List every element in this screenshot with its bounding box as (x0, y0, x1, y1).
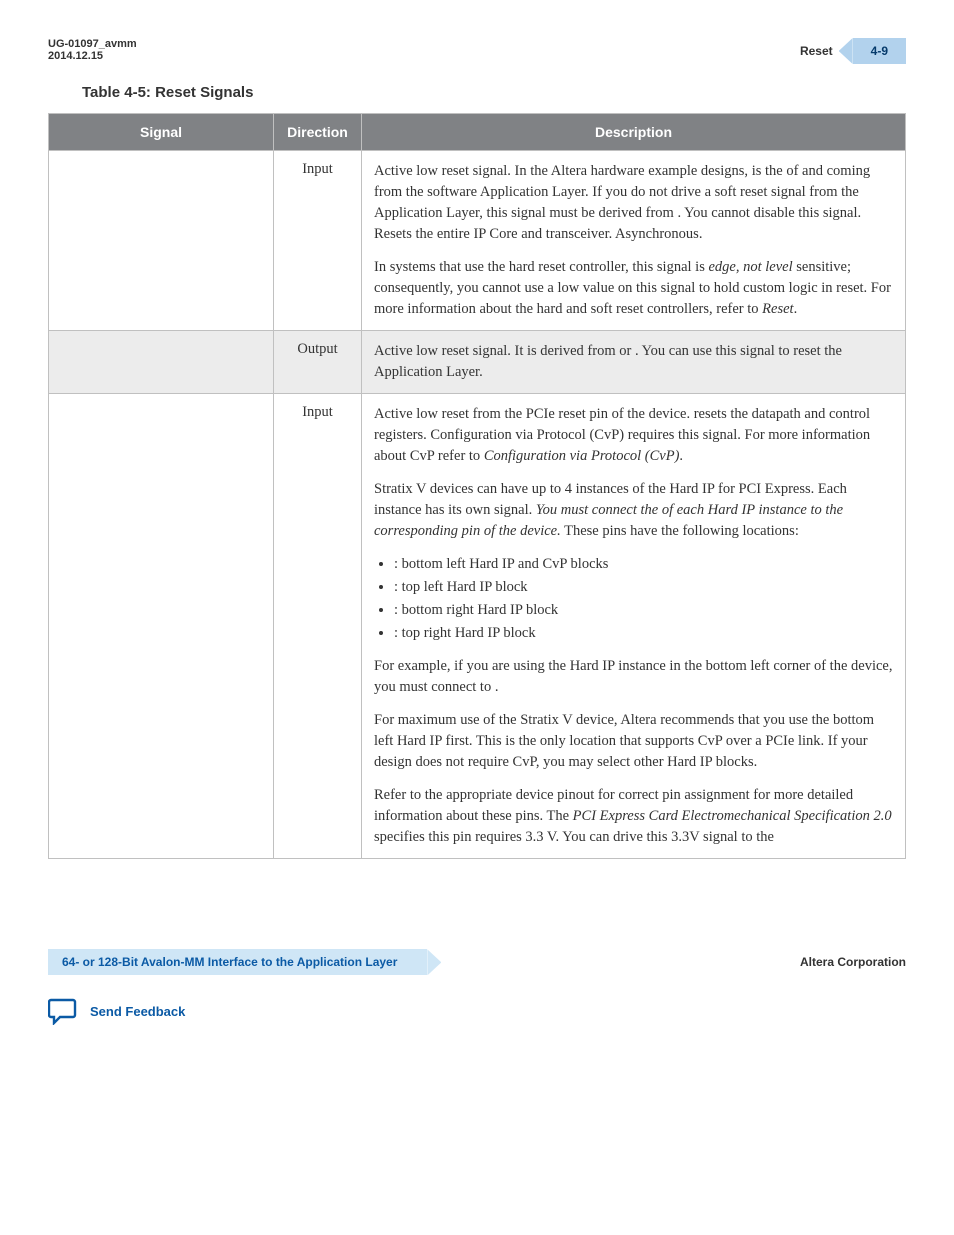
cell-direction: Input (274, 151, 362, 331)
table-title: Table 4-5: Reset Signals (82, 84, 906, 101)
page-number-tab: 4-9 (853, 38, 906, 64)
list-item: : bottom left Hard IP and CvP blocks (394, 554, 893, 575)
text: . (794, 301, 798, 317)
list-item: : top left Hard IP block (394, 577, 893, 598)
text: In systems that use the hard reset contr… (374, 259, 708, 275)
cell-signal (49, 151, 274, 331)
text: of (786, 163, 802, 179)
text: is the (752, 163, 787, 179)
text-italic: edge, not level (708, 259, 792, 275)
text-italic: Reset (762, 301, 793, 317)
text: Active low reset signal. It is derived f… (374, 343, 619, 359)
col-header-direction: Direction (274, 114, 362, 151)
cell-description: Active low reset signal. It is derived f… (362, 331, 906, 394)
cell-direction: Output (274, 331, 362, 394)
pin-location-list: : bottom left Hard IP and CvP blocks : t… (394, 554, 893, 644)
text: signal. (494, 502, 536, 518)
table-row: Output Active low reset signal. It is de… (49, 331, 906, 394)
cell-direction: Input (274, 394, 362, 859)
list-item: : top right Hard IP block (394, 623, 893, 644)
header-doc-meta: UG-01097_avmm 2014.12.15 (48, 38, 137, 62)
table-header-row: Signal Direction Description (49, 114, 906, 151)
section-name: Reset (800, 44, 833, 58)
page-header: UG-01097_avmm 2014.12.15 Reset 4-9 (48, 38, 906, 64)
list-item: : bottom right Hard IP block (394, 600, 893, 621)
footer-company: Altera Corporation (800, 955, 906, 969)
cell-signal (49, 331, 274, 394)
text-italic: Configuration via Protocol (CvP) (484, 448, 680, 464)
cell-signal (49, 394, 274, 859)
text: Active low reset signal. In the Altera h… (374, 163, 752, 179)
header-right: Reset 4-9 (800, 38, 906, 64)
text: . (495, 679, 499, 695)
text: or (619, 343, 635, 359)
col-header-signal: Signal (49, 114, 274, 151)
text: to (480, 679, 495, 695)
feedback-label: Send Feedback (90, 1004, 185, 1019)
text-italic: PCI Express Card Electromechanical Speci… (573, 808, 892, 824)
footer-section-link[interactable]: 64- or 128-Bit Avalon-MM Interface to th… (48, 949, 427, 975)
doc-date: 2014.12.15 (48, 50, 137, 62)
send-feedback-link[interactable]: Send Feedback (48, 997, 906, 1025)
reset-signals-table: Signal Direction Description Input Activ… (48, 113, 906, 859)
col-header-description: Description (362, 114, 906, 151)
table-row: Input Active low reset from the PCIe res… (49, 394, 906, 859)
doc-id: UG-01097_avmm (48, 38, 137, 50)
page-footer: 64- or 128-Bit Avalon-MM Interface to th… (48, 949, 906, 975)
cell-description: Active low reset signal. In the Altera h… (362, 151, 906, 331)
text: and (802, 163, 827, 179)
text: For example, if you are using the Hard I… (374, 658, 892, 695)
feedback-icon (48, 997, 78, 1025)
text-italic: pin of the device. (462, 523, 561, 539)
text: These pins have the following locations: (561, 523, 799, 539)
text: . (679, 448, 683, 464)
text: Active low reset from the PCIe reset pin… (374, 406, 694, 422)
text: specifies this pin requires 3.3 V. You c… (374, 829, 774, 845)
text: For maximum use of the Stratix V device,… (374, 710, 893, 773)
text-italic: You must connect the (536, 502, 662, 518)
table-row: Input Active low reset signal. In the Al… (49, 151, 906, 331)
cell-description: Active low reset from the PCIe reset pin… (362, 394, 906, 859)
